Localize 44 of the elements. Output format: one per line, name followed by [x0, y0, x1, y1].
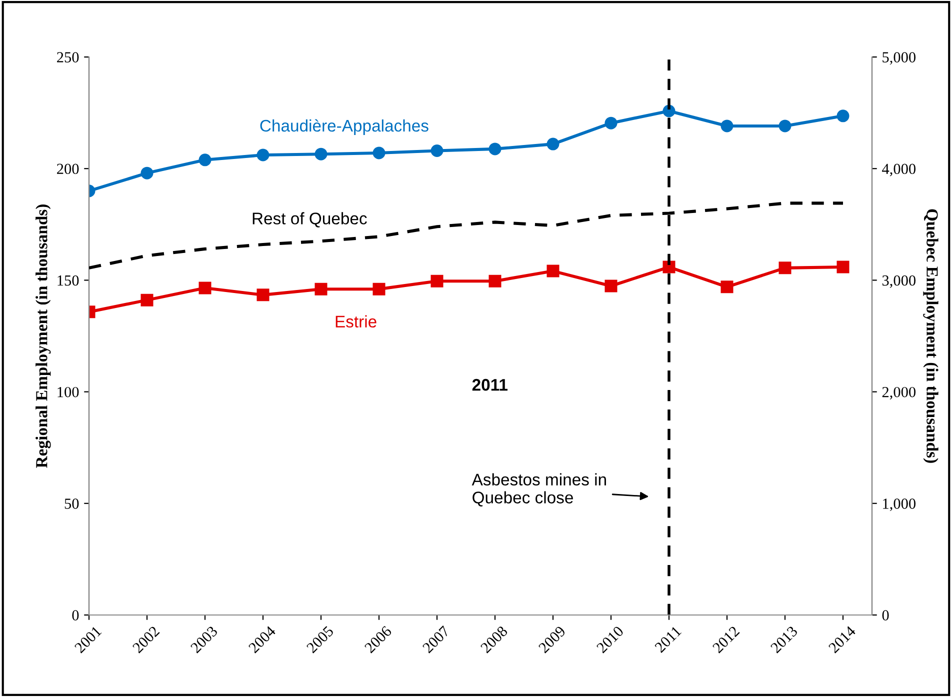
point	[720, 120, 734, 132]
y2-tick-label: 0	[882, 610, 889, 620]
point	[372, 146, 386, 160]
point	[430, 144, 444, 157]
point	[604, 116, 618, 130]
y2-tick-label: 4,000	[882, 164, 916, 176]
point	[256, 148, 270, 162]
point	[546, 138, 560, 150]
point	[372, 282, 386, 296]
y2-tick-label: 1,000	[883, 498, 916, 512]
y-tick-label: 150	[58, 275, 79, 286]
series-label: Rest of Quebec	[252, 212, 367, 228]
point	[546, 264, 560, 278]
series-label: Chaudière-Appalaches	[260, 119, 428, 135]
point	[662, 260, 676, 274]
y-axis-title: Regional Employment (in thousands)	[36, 204, 51, 468]
series-label: Estrie	[336, 315, 376, 328]
point	[256, 288, 270, 302]
point	[778, 262, 792, 274]
y-tick-label: 50	[64, 498, 79, 509]
point	[604, 280, 618, 292]
point	[430, 274, 444, 288]
point	[314, 282, 328, 296]
point	[488, 274, 502, 288]
y-tick-label: 0	[72, 610, 79, 620]
point	[488, 142, 502, 156]
point	[314, 148, 328, 160]
y2-axis-title: Quebec Employment (in thousands)	[923, 209, 938, 463]
y-tick-label: 200	[57, 164, 79, 174]
annotation: Asbestos mines in Quebec close	[472, 473, 606, 506]
point	[836, 260, 850, 274]
point	[836, 110, 850, 122]
y-tick-label: 250	[57, 52, 79, 62]
point	[140, 294, 154, 306]
point	[198, 282, 212, 294]
annotation: 2011	[472, 378, 508, 391]
point	[198, 154, 212, 166]
point	[778, 120, 792, 132]
point	[140, 166, 154, 180]
y2-tick-label: 5,000	[882, 52, 916, 65]
y2-tick-label: 3,000	[882, 275, 916, 288]
y2-tick-label: 2,000	[882, 386, 916, 400]
y-tick-label: 100	[58, 386, 79, 398]
point	[720, 280, 734, 294]
